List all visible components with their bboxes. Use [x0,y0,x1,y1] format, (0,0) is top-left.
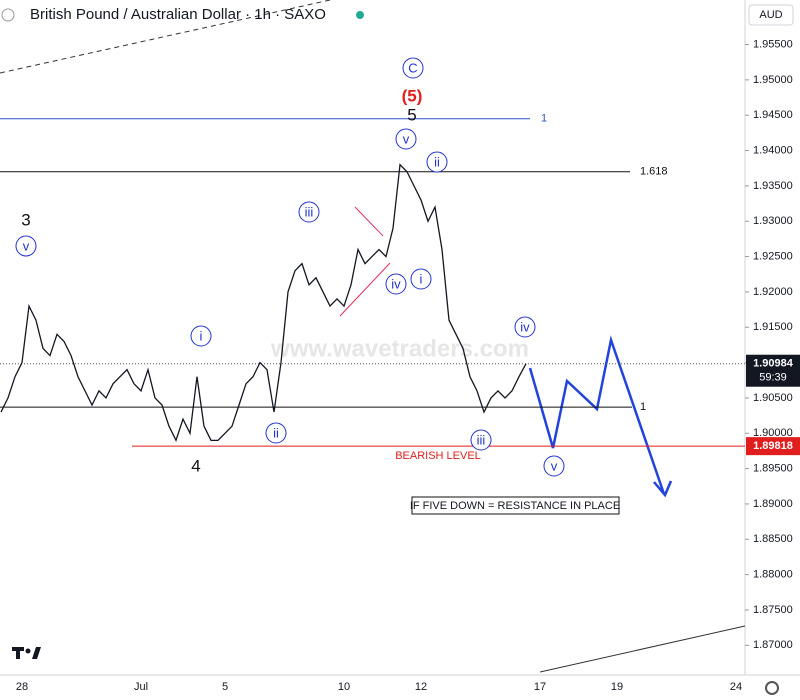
wave-circle [15,235,37,257]
y-tick-label: 1.92000 [753,286,793,298]
wave-label: iv [391,276,401,291]
wave-label: i [200,328,203,343]
trend-line [539,625,746,673]
y-tick-label: 1.94500 [753,109,793,121]
market-status[interactable] [356,11,364,19]
countdown: 59:39 [759,372,787,384]
current-price-label: 1.90984 [753,358,794,370]
wave-circle [298,201,320,223]
y-tick-label: 1.89000 [753,498,793,510]
trend-line [0,0,331,74]
projection-arrow [653,480,673,498]
x-tick-label: 5 [222,681,228,693]
wave-circle [395,128,417,150]
wave-label: ii [434,154,440,169]
projection-path [528,335,666,495]
wave-label: v [23,238,30,253]
y-tick-label: 1.92500 [753,250,793,262]
currency-button[interactable] [748,4,794,26]
level-label: 1 [640,401,646,413]
wave-circle [426,151,448,173]
wave-circle [402,57,424,79]
wave-label: i [420,271,423,286]
x-tick-label: 28 [16,681,28,693]
settings-button[interactable] [765,681,779,695]
wave-label: iii [305,204,314,219]
wave-circle [543,455,565,477]
x-tick-label: 12 [415,681,427,693]
watermark: www.wavetraders.com [270,335,529,362]
wave-label: 3 [21,210,30,229]
symbol-icon [1,8,15,22]
note: IF FIVE DOWN = RESISTANCE IN PLACE [410,500,620,512]
wave-label: v [551,458,558,473]
tv-logo [12,647,41,659]
price-line [0,163,527,443]
y-tick-label: 1.89500 [753,463,793,475]
y-tick-label: 1.95500 [753,38,793,50]
x-tick-label: Jul [134,681,148,693]
y-tick-label: 1.88000 [753,569,793,581]
wave-circle [385,273,407,295]
wave-label: iii [477,432,486,447]
level-label: BEARISH LEVEL [395,450,481,462]
wave-label: (5) [402,86,423,105]
currency: AUD [759,9,782,21]
wave-label: 4 [191,456,200,475]
triangle-line [339,262,391,317]
wave-label: iv [520,319,530,334]
y-tick-label: 1.87500 [753,604,793,616]
y-tick-label: 1.94000 [753,144,793,156]
x-tick-label: 10 [338,681,350,693]
wave-circle [265,422,287,444]
wave-circle [410,268,432,290]
x-tick-label: 17 [534,681,546,693]
current-price-tag [746,354,800,387]
wave-label: C [408,60,417,75]
wave-circle [470,429,492,451]
y-tick-label: 1.87000 [753,639,793,651]
chart-title: British Pound / Australian Dollar · 1h ·… [30,6,326,23]
wave-circle [190,325,212,347]
note-box [411,496,620,515]
wave-circle [514,316,536,338]
y-tick-label: 1.91500 [753,321,793,333]
y-tick-label: 1.90500 [753,392,793,404]
y-tick-label: 1.93000 [753,215,793,227]
y-tick-label: 1.90000 [753,427,793,439]
x-tick-label: 24 [730,681,742,693]
wave-label: 5 [407,105,416,124]
wave-label: v [403,131,410,146]
level-label: 1 [541,113,547,125]
level-price-label: 1.89818 [753,440,793,452]
x-tick-label: 19 [611,681,623,693]
y-tick-label: 1.93500 [753,180,793,192]
y-tick-label: 1.88500 [753,533,793,545]
wave-label: ii [273,425,279,440]
triangle-line [354,206,384,237]
level-label: 1.618 [640,166,668,178]
level-price-tag [746,437,800,456]
y-tick-label: 1.95000 [753,74,793,86]
